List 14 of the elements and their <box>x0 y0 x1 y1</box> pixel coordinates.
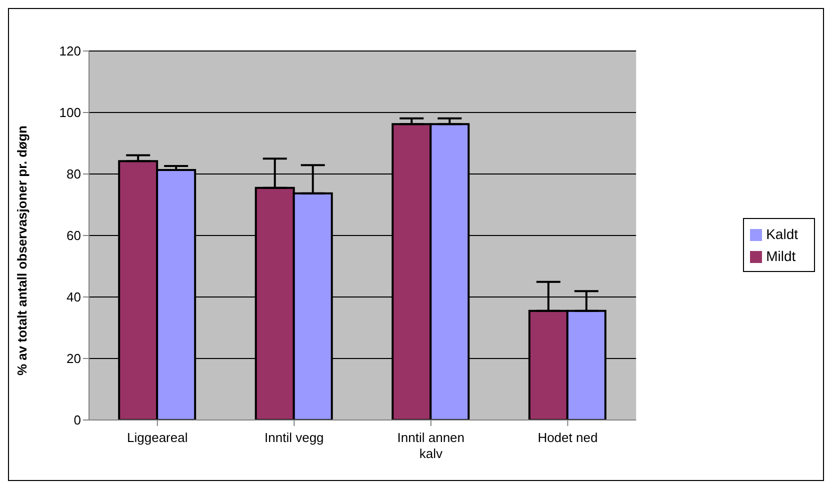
y-axis-title: % av totalt antall observasjoner pr. døgn <box>14 125 30 376</box>
x-tick-label: Inntil vegg <box>264 430 324 445</box>
y-tick-label: 120 <box>59 44 81 59</box>
y-tick-label: 20 <box>66 351 81 366</box>
legend-label: Mildt <box>766 248 796 264</box>
x-tick-label: Inntil annen kalv <box>397 430 465 461</box>
y-tick-label: 40 <box>66 290 81 305</box>
legend-label: Kaldt <box>766 226 798 242</box>
x-tick-label: Hodet ned <box>538 430 598 445</box>
y-tick-label: 80 <box>66 166 81 182</box>
y-tick-label: 0 <box>74 412 81 428</box>
y-tick-label: 100 <box>59 105 81 120</box>
x-tick-label: Liggeareal <box>127 430 188 445</box>
y-tick-label: 60 <box>66 228 81 244</box>
